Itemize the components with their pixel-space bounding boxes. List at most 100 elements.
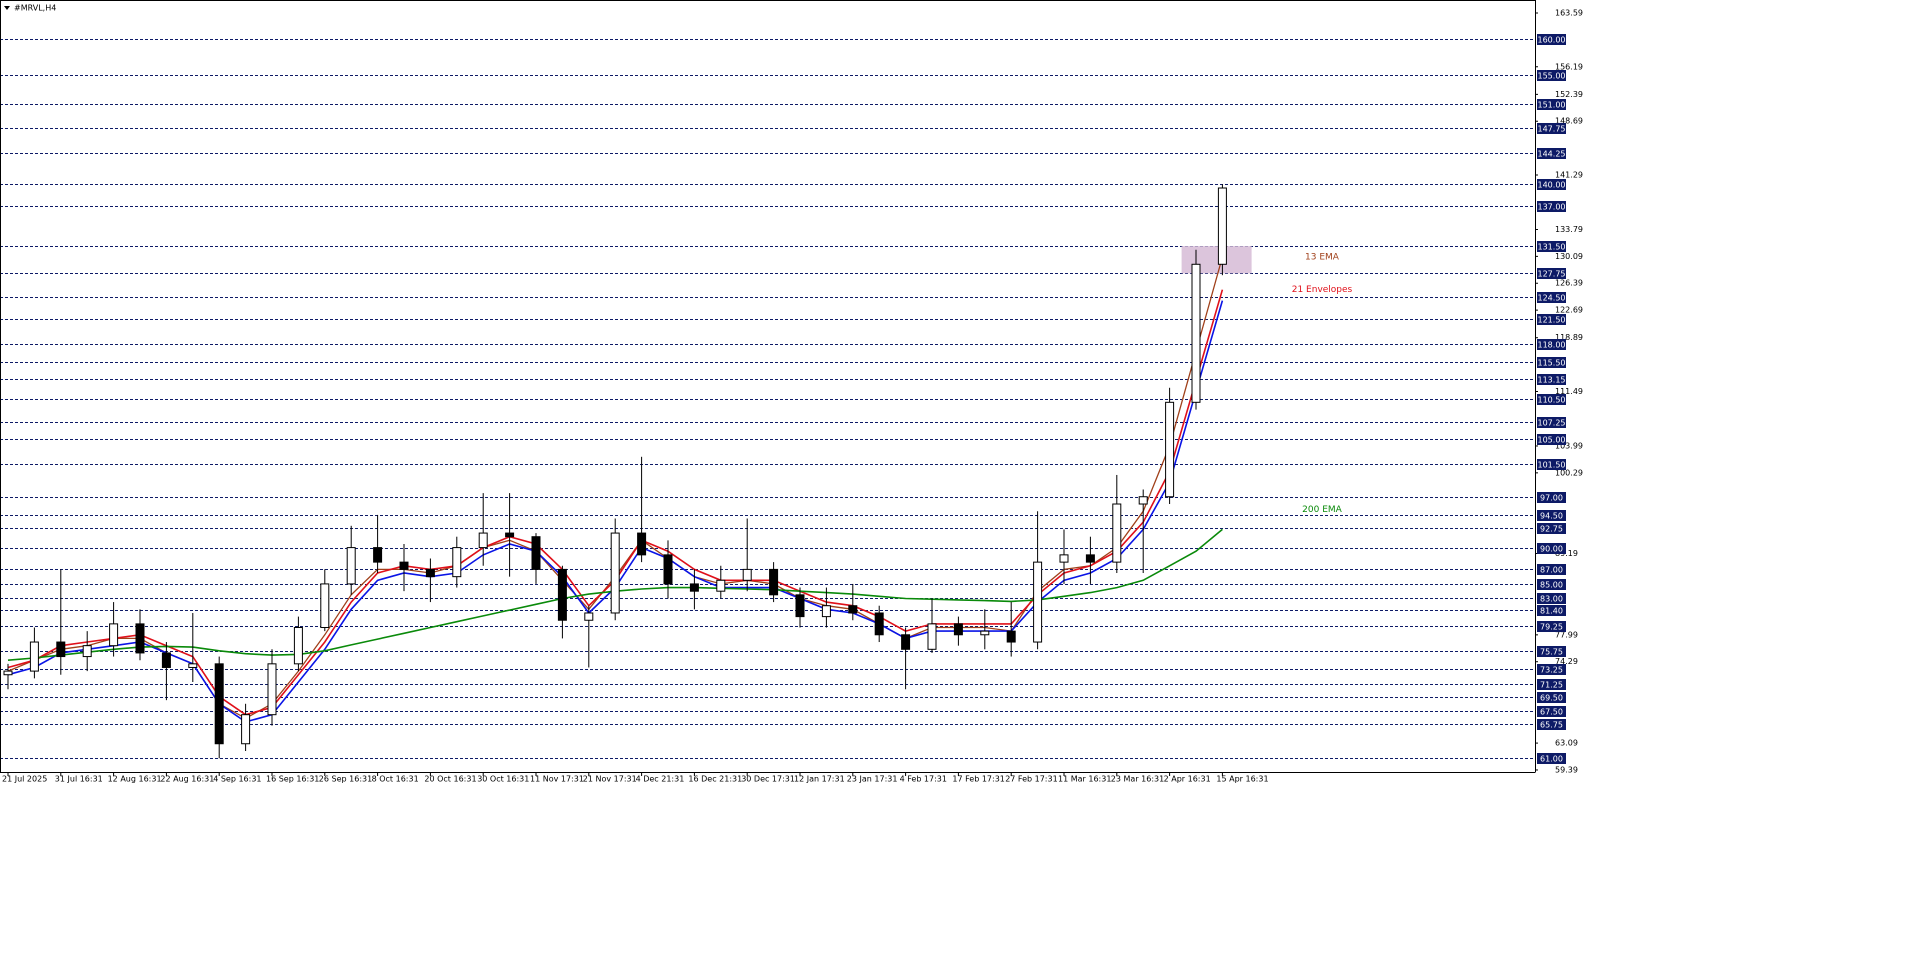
candle-body — [29, 641, 39, 672]
level-label: 140.00 — [1538, 181, 1566, 190]
candle-body — [848, 605, 858, 614]
level-label-box — [1537, 434, 1566, 445]
y-tick-label: 148.69 — [1555, 117, 1583, 126]
level-label-box — [1537, 148, 1566, 159]
candle-body — [1217, 187, 1227, 265]
level-label-box — [1537, 510, 1566, 521]
candle-body — [742, 568, 752, 581]
candle-body — [901, 634, 911, 650]
candle-body — [610, 532, 620, 614]
level-label-box — [1537, 543, 1566, 554]
level-label-box — [1537, 564, 1566, 575]
level-label-box — [1537, 417, 1566, 428]
level-label: 65.75 — [1540, 721, 1563, 730]
level-label-box — [1537, 357, 1566, 368]
level-label: 87.00 — [1540, 566, 1563, 575]
x-tick-label: 17 Feb 17:31 — [952, 775, 1004, 784]
x-tick-label: 21 Nov 17:31 — [583, 775, 637, 784]
candle-body — [980, 630, 990, 636]
x-tick-label: 16 Dec 21:31 — [688, 775, 742, 784]
candle-body — [584, 612, 594, 621]
candle-body — [1191, 263, 1201, 403]
candle-body — [795, 594, 805, 618]
x-tick-label: 27 Feb 17:31 — [1005, 775, 1057, 784]
level-label-box — [1537, 179, 1566, 190]
y-tick-label: 77.99 — [1555, 630, 1578, 639]
candle-body — [267, 663, 277, 716]
y-tick-label: 130.09 — [1555, 252, 1583, 261]
x-tick-label: 4 Feb 17:31 — [900, 775, 947, 784]
level-label-box — [1537, 605, 1566, 616]
candle-body — [637, 532, 647, 556]
y-tick-label: 63.09 — [1555, 739, 1578, 748]
candle-body — [399, 561, 409, 570]
x-tick-label: 11 Nov 17:31 — [530, 775, 584, 784]
x-tick-label: 26 Sep 16:31 — [319, 775, 372, 784]
candle-body — [1006, 630, 1016, 643]
level-label: 105.00 — [1538, 436, 1566, 445]
y-tick-label: 103.99 — [1555, 441, 1583, 450]
y-tick-label: 163.59 — [1555, 9, 1583, 18]
x-tick-label: 30 Dec 17:31 — [741, 775, 795, 784]
level-label: 73.25 — [1540, 666, 1563, 675]
level-label-box — [1537, 706, 1566, 717]
level-label: 107.25 — [1538, 419, 1566, 428]
level-label: 144.25 — [1538, 150, 1566, 159]
level-label-box — [1537, 679, 1566, 690]
level-label-box — [1537, 99, 1566, 110]
series-label: 200 EMA — [1302, 505, 1342, 515]
level-label-box — [1537, 339, 1566, 350]
candle-body — [3, 670, 13, 676]
x-tick-label: 20 Oct 16:31 — [424, 775, 476, 784]
y-tick-label: 74.29 — [1555, 657, 1578, 666]
candle-body — [821, 605, 831, 618]
level-label-box — [1537, 523, 1566, 534]
indicator-line — [7, 289, 1224, 716]
candle-body — [161, 652, 171, 668]
y-tick-label: 152.39 — [1555, 90, 1583, 99]
candle-body — [425, 568, 435, 578]
level-label-box — [1537, 692, 1566, 703]
level-label: 124.50 — [1538, 294, 1566, 303]
level-label: 61.00 — [1540, 755, 1563, 764]
y-tick-label: 118.89 — [1555, 333, 1583, 342]
level-label: 81.40 — [1540, 607, 1563, 616]
x-tick-label: 23 Jan 17:31 — [847, 775, 898, 784]
y-tick-label: 141.29 — [1555, 171, 1583, 180]
candle-body — [1033, 561, 1043, 643]
candle-body — [874, 612, 884, 636]
plot-area — [3, 184, 1252, 759]
level-label: 151.00 — [1538, 101, 1566, 110]
y-tick-label: 111.49 — [1555, 387, 1583, 396]
x-tick-label: 23 Mar 16:31 — [1111, 775, 1164, 784]
candle-body — [452, 547, 462, 578]
series-label: 13 EMA — [1305, 253, 1340, 263]
level-label: 118.00 — [1538, 341, 1566, 350]
menu-icon[interactable] — [4, 6, 10, 10]
candle-body — [135, 623, 145, 654]
candle-body — [56, 641, 66, 658]
candle-body — [241, 714, 251, 745]
level-label: 115.50 — [1538, 359, 1566, 368]
candle-body — [82, 645, 92, 658]
x-tick-label: 4 Dec 21:31 — [636, 775, 685, 784]
candle-body — [1165, 401, 1175, 498]
level-label: 160.00 — [1538, 36, 1566, 45]
candle-body — [373, 547, 383, 563]
level-label-box — [1537, 664, 1566, 675]
chart-title: #MRVL,H4 — [14, 4, 56, 13]
level-label-box — [1537, 292, 1566, 303]
level-label: 97.00 — [1540, 494, 1563, 503]
axes: 163.59 156.19 152.39 148.69 141.29 133.79 130.… — [0, 0, 1583, 784]
levels — [0, 39, 1535, 759]
level-label-box — [1537, 719, 1566, 730]
candle-body — [663, 554, 673, 585]
candle-body — [188, 663, 198, 668]
level-label-box — [1537, 621, 1566, 632]
level-label: 101.50 — [1538, 461, 1566, 470]
candle-body — [927, 623, 937, 650]
y-tick-label: 59.39 — [1555, 765, 1578, 774]
candle-body — [478, 532, 488, 549]
y-tick-label: 133.79 — [1555, 225, 1583, 234]
level-label: 131.50 — [1538, 243, 1566, 252]
